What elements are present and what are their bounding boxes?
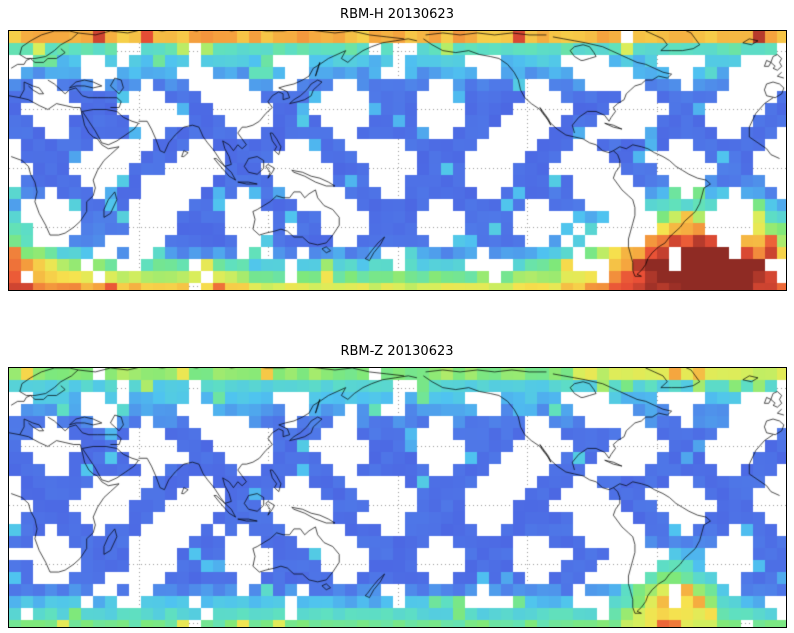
map-canvas-rbm-h (8, 30, 787, 291)
panel-1-title: RBM-H 20130623 (340, 7, 454, 22)
panel-2-title: RBM-Z 20130623 (340, 344, 454, 359)
map-canvas-rbm-z (8, 367, 787, 628)
